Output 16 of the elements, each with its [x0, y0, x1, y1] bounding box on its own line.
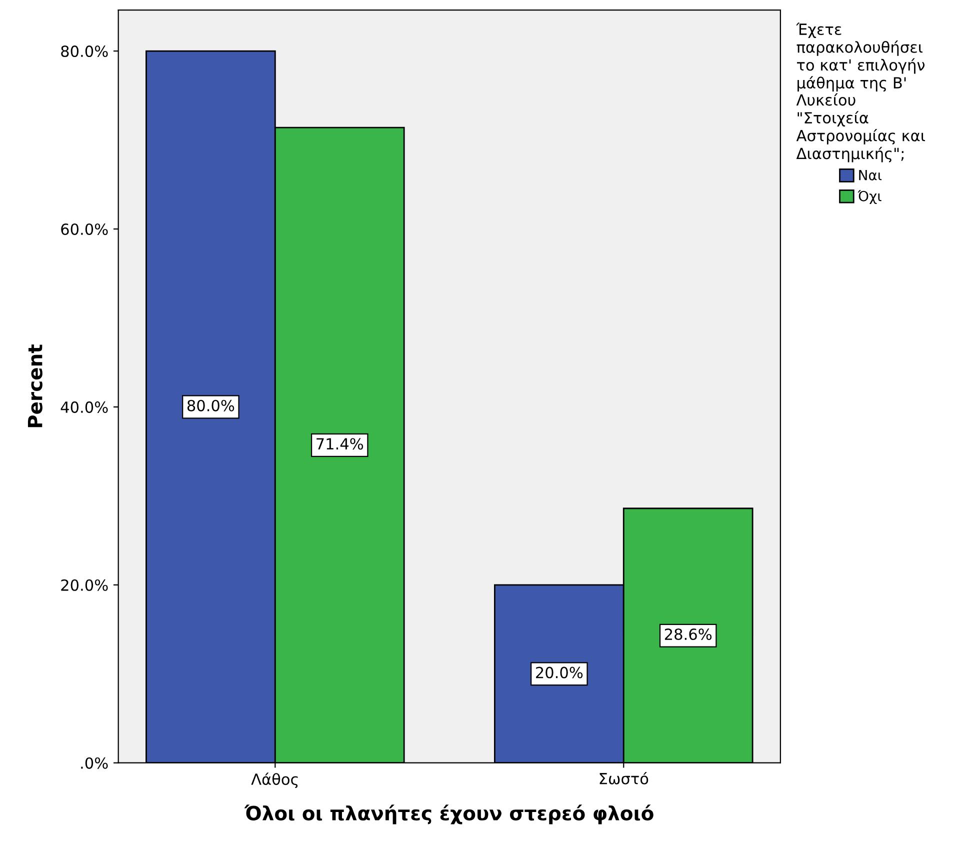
data-label: 71.4% [316, 438, 364, 450]
y-tick-label: 80.0% [61, 46, 108, 58]
data-label: 20.0% [536, 666, 583, 678]
y-tick-label: 40.0% [60, 401, 108, 413]
legend-label: Όχι [858, 190, 882, 204]
data-label: 28.6% [664, 628, 712, 640]
legend-title: Έχετε παρακολουθήσει το κατ' επιλογήν μάθημα της Β' Λυκείου "Στοιχεία Αστρονομίας και Διαστημικής"; [796, 22, 926, 162]
y-tick-label: 60.0% [61, 223, 108, 236]
data-label: 80.0% [187, 400, 234, 412]
x-tick-label: Λάθος [251, 772, 298, 788]
legend-label: Ναι [859, 170, 882, 180]
y-tick-label: 20.0% [61, 579, 108, 591]
y-tick-label: .0% [81, 757, 108, 769]
x-tick-label: Σωστό [600, 772, 648, 784]
x-axis-title: Όλοι οι πλανήτες έχουν στερεό φλοιό [244, 804, 654, 824]
y-axis-title: Percent [28, 344, 42, 428]
